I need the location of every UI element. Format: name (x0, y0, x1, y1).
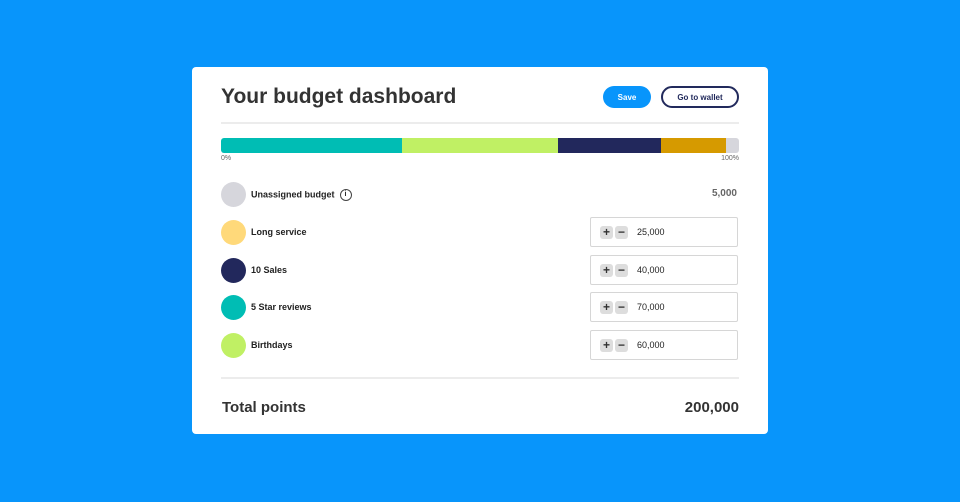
amount-value[interactable]: 60,000 (637, 339, 665, 350)
save-button[interactable]: Save (603, 86, 651, 108)
progress-segment (221, 138, 403, 153)
minus-icon[interactable]: − (615, 263, 628, 277)
amount-value[interactable]: 70,000 (637, 302, 665, 312)
budget-progress-bar (221, 138, 739, 153)
total-label: Total points (222, 399, 306, 416)
color-dot (221, 220, 246, 245)
plus-icon[interactable]: + (600, 226, 613, 239)
plus-icon[interactable]: + (600, 301, 613, 314)
budget-item-row: Long service + − 25,000 (221, 217, 739, 247)
total-value: 200,000 (684, 399, 739, 416)
divider (221, 122, 739, 124)
unassigned-row: Unassigned budget i 5,000 (221, 179, 739, 209)
amount-input[interactable]: + − 60,000 (590, 329, 738, 360)
budget-card: Your budget dashboard Save Go to wallet … (192, 67, 768, 434)
progress-start-label: 0% (221, 155, 232, 162)
row-label: Long service (251, 227, 307, 237)
budget-item-row: 5 Star reviews + − 70,000 (221, 292, 739, 322)
row-label: 10 Sales (251, 264, 288, 275)
minus-icon[interactable]: − (615, 338, 628, 352)
color-dot (221, 295, 246, 320)
row-label: Unassigned budget i (251, 189, 352, 201)
amount-input[interactable]: + − 25,000 (590, 217, 738, 247)
amount-value[interactable]: 25,000 (637, 227, 665, 237)
plus-icon[interactable]: + (600, 338, 613, 352)
minus-icon[interactable]: − (615, 301, 628, 314)
info-icon[interactable]: i (339, 189, 352, 201)
progress-end-label: 100% (721, 155, 739, 162)
go-to-wallet-button[interactable]: Go to wallet (661, 86, 739, 108)
color-dot (221, 182, 246, 207)
amount-value[interactable]: 40,000 (637, 264, 665, 275)
progress-segment (661, 138, 727, 153)
progress-segment (402, 138, 558, 153)
unassigned-amount: 5,000 (711, 188, 737, 199)
budget-item-row: 10 Sales + − 40,000 (221, 254, 739, 285)
budget-item-row: Birthdays + − 60,000 (221, 329, 739, 360)
plus-icon[interactable]: + (600, 263, 613, 277)
progress-segment (726, 138, 739, 153)
page-title: Your budget dashboard (221, 85, 457, 108)
row-label: 5 Star reviews (251, 302, 312, 312)
progress-segment (557, 138, 662, 153)
amount-input[interactable]: + − 40,000 (590, 254, 738, 285)
amount-input[interactable]: + − 70,000 (590, 292, 738, 322)
divider (221, 377, 739, 379)
color-dot (221, 332, 246, 358)
color-dot (221, 257, 246, 283)
row-label: Birthdays (251, 339, 293, 350)
minus-icon[interactable]: − (615, 226, 628, 239)
